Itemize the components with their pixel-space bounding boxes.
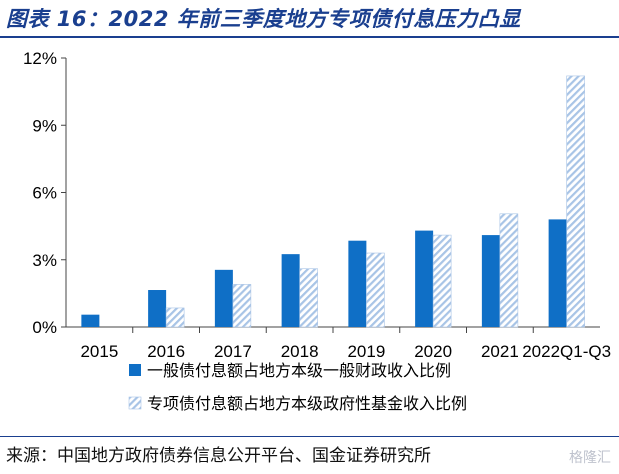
bar-special-bond xyxy=(366,252,385,328)
bar-general-bond xyxy=(415,230,434,327)
source-divider xyxy=(0,436,619,437)
legend-label: 专项债付息额占地方本级政府性基金收入比例 xyxy=(147,394,467,413)
bar-general-bond xyxy=(214,269,233,327)
bar-special-bond xyxy=(432,234,452,328)
bar-special-bond xyxy=(566,75,585,328)
watermark-text: 格隆汇 xyxy=(569,450,611,466)
bar-general-bond xyxy=(481,235,500,327)
y-tick-label: 12% xyxy=(23,49,57,68)
x-tick-label: 2017 xyxy=(214,342,252,361)
x-tick-label: 2021 xyxy=(481,342,519,361)
x-tick-label: 2018 xyxy=(281,342,319,361)
y-tick-label: 3% xyxy=(32,251,57,270)
bar-chart: 0% 3% 6% 9% 12% 2015 2016 2017 2018 2019 2020 2021… xyxy=(23,49,611,413)
bar-general-bond xyxy=(148,290,167,327)
chart-title: 图表 16：2022 年前三季度地方专项债付息压力凸显 xyxy=(6,7,521,31)
bar-general-bond xyxy=(548,219,567,327)
y-axis: 0% 3% 6% 9% 12% xyxy=(23,49,67,337)
bar-general-bond xyxy=(81,314,100,327)
bar-general-bond xyxy=(348,240,367,327)
bars-layer xyxy=(81,75,585,328)
y-tick-label: 9% xyxy=(32,116,57,135)
x-tick-label: 2016 xyxy=(147,342,185,361)
title-underline xyxy=(0,36,619,38)
x-tick-label: 2020 xyxy=(414,342,452,361)
y-tick-label: 6% xyxy=(32,184,57,203)
bar-special-bond xyxy=(165,307,185,328)
x-tick-label: 2015 xyxy=(80,342,118,361)
source-note: 来源：中国地方政府债券信息公开平台、国金证券研究所 xyxy=(6,446,431,466)
bar-special-bond xyxy=(232,284,252,328)
x-tick-label: 2022Q1-Q3 xyxy=(522,342,611,361)
y-tick-label: 0% xyxy=(32,318,57,337)
legend-swatch xyxy=(128,396,142,410)
bar-special-bond xyxy=(299,268,318,328)
bar-special-bond xyxy=(499,213,519,328)
legend-label: 一般债付息额占地方本级一般财政收入比例 xyxy=(147,361,451,380)
x-tick-label: 2019 xyxy=(347,342,385,361)
x-axis: 2015 2016 2017 2018 2019 2020 2021 2022Q1-Q3 xyxy=(66,326,611,361)
bar-general-bond xyxy=(281,254,300,327)
legend-swatch xyxy=(129,364,141,376)
title-bar: 图表 16：2022 年前三季度地方专项债付息压力凸显 xyxy=(0,0,619,36)
